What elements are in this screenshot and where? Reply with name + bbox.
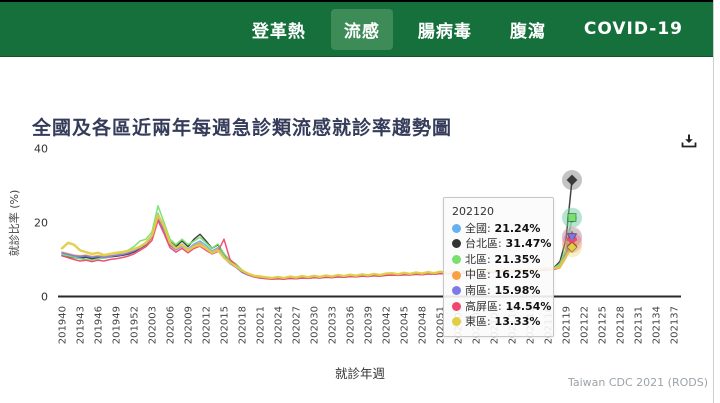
tooltip-series-value: 21.35% xyxy=(490,252,541,266)
x-tick-label: 202018 xyxy=(238,306,249,344)
tooltip-row: 東區: 13.33% xyxy=(452,314,544,330)
nav-tab-COVID-19[interactable]: COVID-19 xyxy=(583,19,683,39)
tooltip-row: 全國: 21.24% xyxy=(452,221,544,237)
series-dot-icon xyxy=(452,239,461,249)
y-tick-label: 40 xyxy=(34,143,48,156)
top-navbar: 登革熱 流感 腸病毒 腹瀉 COVID-19 xyxy=(0,2,720,57)
scrollbar-track[interactable] xyxy=(713,0,720,403)
tooltip-row: 台北區: 31.47% xyxy=(452,236,551,252)
x-tick-label: 202003 xyxy=(148,306,159,344)
tooltip-series-value: 31.47% xyxy=(501,237,552,251)
end-marker[interactable] xyxy=(566,174,578,186)
x-axis-title: 就診年週 xyxy=(334,366,385,381)
series-dot-icon xyxy=(452,317,461,327)
series-dot-icon xyxy=(452,223,461,233)
x-tick-label: 202042 xyxy=(382,306,393,344)
x-tick-label: 202137 xyxy=(670,306,681,344)
x-tick-label: 202134 xyxy=(652,306,663,344)
x-tick-label: 202033 xyxy=(328,306,339,344)
x-tick-label: 201949 xyxy=(112,306,123,344)
tooltip-series-name: 南區: xyxy=(465,283,491,297)
x-tick-label: 202009 xyxy=(184,306,195,344)
x-tick-label: 202030 xyxy=(310,306,321,344)
tooltip-row: 南區: 15.98% xyxy=(452,283,544,299)
x-tick-label: 202051 xyxy=(436,306,447,344)
tooltip-series-name: 全國: xyxy=(465,221,491,235)
nav-tab-流感[interactable]: 流感 xyxy=(330,8,393,50)
x-tick-label: 202125 xyxy=(598,306,609,344)
series-dot-icon xyxy=(452,270,461,280)
x-tick-label: 202015 xyxy=(220,306,231,344)
nav-tab-腸病毒[interactable]: 腸病毒 xyxy=(417,21,472,42)
tooltip-week: 202120 xyxy=(452,205,494,218)
x-tick-label: 202122 xyxy=(580,306,591,344)
tooltip-series-name: 東區: xyxy=(465,315,491,329)
series-dot-icon xyxy=(452,286,461,296)
x-tick-label: 201952 xyxy=(130,306,141,344)
x-tick-label: 202039 xyxy=(364,306,375,344)
download-icon xyxy=(681,134,697,148)
series-dot-icon xyxy=(452,301,461,311)
y-tick-label: 0 xyxy=(41,291,48,304)
download-button[interactable] xyxy=(678,131,700,153)
x-tick-label: 202131 xyxy=(634,306,645,344)
tooltip-row: 高屏區: 14.54% xyxy=(452,299,551,315)
x-tick-label: 201943 xyxy=(76,306,87,344)
x-tick-label: 202012 xyxy=(202,306,213,344)
x-tick-label: 202006 xyxy=(166,306,177,344)
tooltip-row: 中區: 16.25% xyxy=(452,267,544,283)
nav-tab-腹瀉[interactable]: 腹瀉 xyxy=(509,21,546,42)
tooltip-series-value: 21.24% xyxy=(490,221,541,235)
x-tick-label: 201946 xyxy=(94,306,105,344)
x-tick-label: 202021 xyxy=(256,306,267,344)
x-tick-label: 202128 xyxy=(616,306,627,344)
tooltip-series-value: 15.98% xyxy=(490,283,541,297)
tooltip-series-name: 高屏區: xyxy=(465,299,502,313)
chart-tooltip: 202120 全國: 21.24% 台北區: 31.47% 北區: 21.35% 中區… xyxy=(443,197,554,337)
tooltip-series-value: 14.54% xyxy=(501,299,552,313)
top-border xyxy=(0,0,720,2)
x-tick-label: 202027 xyxy=(292,306,303,344)
x-tick-label: 201940 xyxy=(58,306,69,344)
tooltip-series-name: 台北區: xyxy=(465,237,502,251)
series-dot-icon xyxy=(452,255,461,265)
x-tick-label: 202024 xyxy=(274,306,285,344)
x-tick-label: 202119 xyxy=(562,306,573,344)
x-tick-label: 202045 xyxy=(400,306,411,344)
page-title: 全國及各區近兩年每週急診類流感就診率趨勢圖 xyxy=(32,116,453,139)
end-marker[interactable] xyxy=(567,213,577,223)
tooltip-series-name: 北區: xyxy=(465,252,491,266)
y-tick-label: 20 xyxy=(34,217,48,230)
x-tick-label: 202036 xyxy=(346,306,357,344)
end-marker[interactable] xyxy=(566,241,578,253)
nav-tab-登革熱[interactable]: 登革熱 xyxy=(251,21,306,42)
end-marker[interactable] xyxy=(566,233,578,244)
tooltip-series-name: 中區: xyxy=(465,268,491,282)
tooltip-series-value: 13.33% xyxy=(490,315,541,329)
x-tick-label: 202048 xyxy=(418,306,429,344)
source-credit: Taiwan CDC 2021 (RODS) xyxy=(567,376,708,389)
tooltip-series-value: 16.25% xyxy=(490,268,541,282)
tooltip-row: 北區: 21.35% xyxy=(452,252,544,268)
